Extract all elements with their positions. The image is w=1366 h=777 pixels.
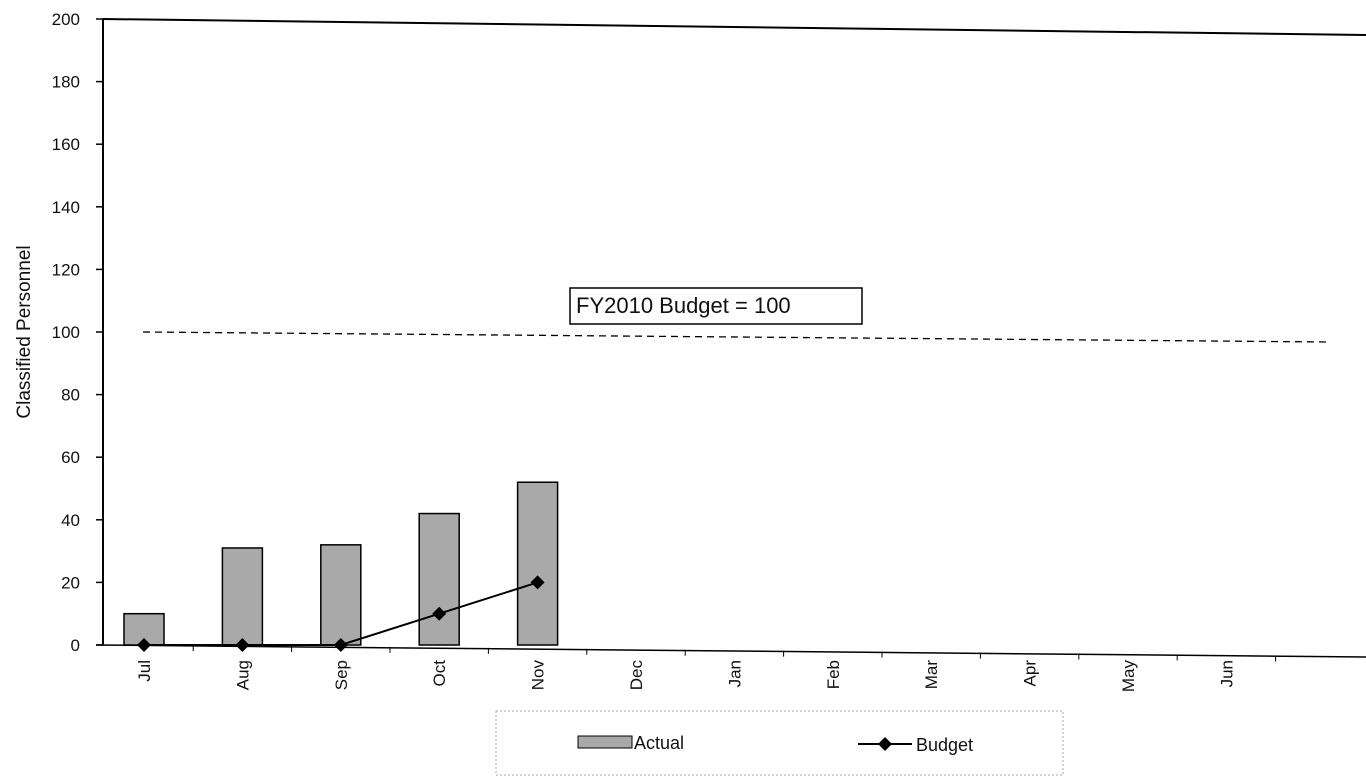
budget-point [432, 606, 447, 621]
x-tick-label: Feb [824, 660, 843, 689]
bar-actual [418, 512, 460, 646]
y-tick-label: 140 [52, 198, 80, 217]
x-tick-label: Jan [725, 660, 744, 687]
budget-annotation-text: FY2010 Budget = 100 [576, 293, 791, 318]
y-tick-label: 40 [61, 511, 80, 530]
y-tick-label: 80 [61, 386, 80, 405]
y-axis-ticks: 0 20 40 60 80 100 120 140 160 180 200 [52, 10, 103, 655]
y-tick-label: 0 [71, 636, 80, 655]
x-tick-label: Apr [1021, 660, 1040, 687]
actual-bars [123, 481, 559, 646]
bar-actual [516, 481, 559, 646]
bar-actual [320, 544, 362, 646]
x-tick-label: Jul [135, 660, 154, 682]
legend-budget-marker [878, 737, 892, 751]
x-axis-ticks: Jul Aug Sep Oct Nov Dec Jan Feb Mar Apr May Jun [135, 645, 1277, 693]
budget-annotation: FY2010 Budget = 100 [569, 287, 863, 325]
y-tick-label: 120 [52, 260, 80, 279]
budget-point [333, 638, 348, 652]
y-tick-label: 60 [61, 448, 80, 467]
legend-actual-swatch [577, 735, 633, 749]
x-tick-label: Aug [233, 660, 252, 690]
x-tick-label: Sep [332, 660, 351, 690]
y-tick-label: 100 [52, 323, 80, 342]
x-tick-label: Jun [1217, 660, 1236, 687]
budget-annotation-box [569, 287, 863, 325]
budget-point [137, 638, 151, 652]
y-tick-label: 200 [52, 10, 80, 29]
x-axis-line [95, 644, 1366, 658]
budget-series [137, 575, 545, 652]
x-tick-label: Dec [627, 660, 646, 691]
y-tick-label: 160 [52, 135, 80, 154]
y-axis-label: Classified Personnel [14, 245, 35, 418]
y-tick-label: 20 [61, 573, 80, 592]
x-tick-label: Mar [922, 660, 941, 690]
bar-actual [221, 547, 264, 646]
legend-actual-label: Actual [634, 733, 684, 753]
x-tick-label: May [1119, 660, 1138, 693]
x-tick-label: Nov [529, 660, 548, 691]
legend-budget-label: Budget [916, 735, 973, 755]
legend-box [495, 710, 1064, 776]
plot-frame-top [102, 18, 1366, 36]
budget-point [235, 638, 250, 652]
budget-point [530, 575, 545, 590]
budget-reference-line [142, 331, 1331, 343]
y-tick-label: 180 [52, 73, 80, 92]
x-tick-label: Oct [430, 660, 449, 687]
reference-line [142, 331, 1331, 343]
legend: Actual Budget [495, 710, 1064, 776]
